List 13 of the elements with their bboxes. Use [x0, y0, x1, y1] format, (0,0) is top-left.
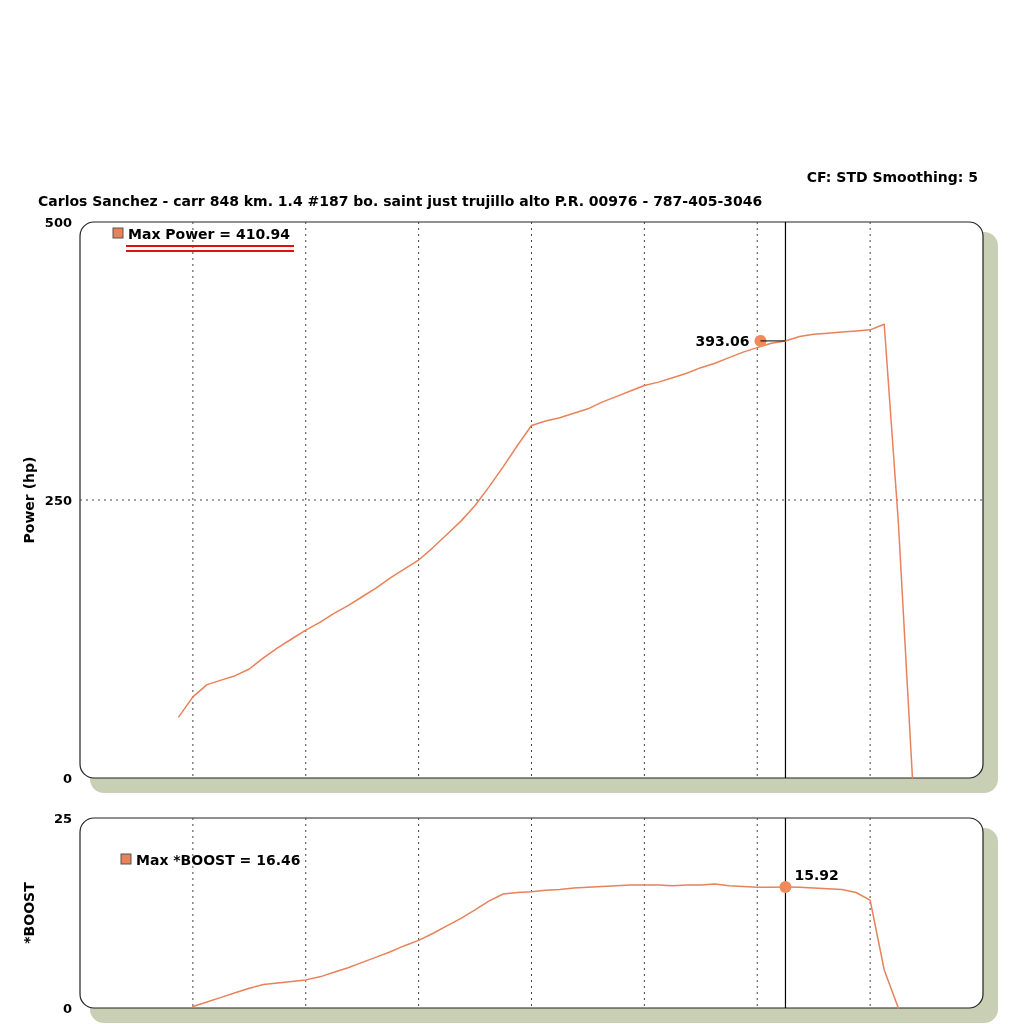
- y-axis-title: Power (hp): [21, 456, 37, 544]
- data-label: 393.06: [695, 332, 750, 349]
- y-tick-label: 500: [44, 214, 72, 230]
- chart-title: Carlos Sanchez - carr 848 km. 1.4 #187 bo. saint just trujillo alto P.R. 00976 - 787-405-3046: [38, 193, 763, 209]
- data-label: 15.92: [794, 866, 839, 883]
- y-tick-label: 0: [62, 1000, 72, 1016]
- y-tick-label: 250: [44, 492, 72, 508]
- y-tick-label: 0: [62, 770, 72, 786]
- legend-label: Max *BOOST = 16.46: [136, 851, 301, 868]
- y-axis-title: *BOOST: [21, 881, 37, 944]
- legend-label: Max Power = 410.94: [128, 225, 291, 242]
- y-tick-label: 25: [53, 810, 72, 826]
- chart-subtitle: CF: STD Smoothing: 5: [806, 169, 978, 185]
